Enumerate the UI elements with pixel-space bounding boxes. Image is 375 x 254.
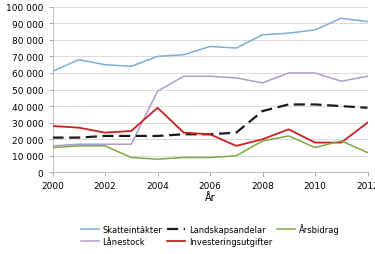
Y-axis label: 1 000 euro: 1 000 euro (0, 64, 3, 116)
Legend: Skatteintäkter, Lånestock, Landskapsandelar, Investeringsutgifter, Årsbidrag: Skatteintäkter, Lånestock, Landskapsande… (81, 223, 339, 246)
X-axis label: År: År (205, 192, 215, 202)
